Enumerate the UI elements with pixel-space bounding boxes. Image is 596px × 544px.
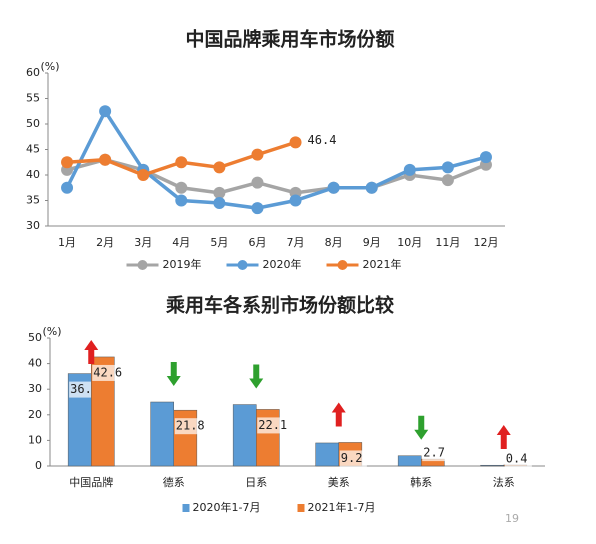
- bar: [150, 401, 174, 467]
- y-tick-label: 10: [28, 433, 42, 446]
- y-tick-label: 0: [35, 459, 42, 472]
- label-bg: [174, 418, 202, 435]
- point: [175, 181, 188, 194]
- bar: [480, 464, 504, 467]
- legend-swatch: [137, 260, 148, 270]
- data-label: 9.2: [341, 451, 363, 465]
- x-tick-label: 日系: [245, 476, 267, 489]
- point: [175, 156, 188, 169]
- trend-arrow: [496, 424, 511, 449]
- point: [137, 169, 150, 181]
- trend-arrow: [84, 340, 99, 364]
- x-tick-label: 韩系: [410, 475, 432, 489]
- x-tick-label: 4月: [172, 236, 190, 249]
- chart-title: 乘用车各系别市场份额比较: [165, 294, 394, 317]
- x-tick-label: 2月: [96, 236, 114, 249]
- legend-swatch: [237, 260, 248, 270]
- label-bg: [92, 364, 120, 381]
- y-tick-label: 20: [28, 408, 42, 421]
- y-tick-label: 40: [26, 168, 40, 181]
- bar: [91, 356, 115, 467]
- point: [251, 148, 264, 161]
- y-tick-label: 50: [28, 331, 42, 344]
- data-label: 21.8: [176, 419, 205, 433]
- point: [327, 181, 340, 194]
- point: [61, 156, 74, 169]
- chart-title: 中国品牌乘用车市场份额: [185, 28, 394, 51]
- label-bg: [504, 450, 532, 467]
- point: [251, 176, 264, 189]
- y-unit: (%): [42, 325, 61, 338]
- point: [213, 161, 226, 174]
- x-tick-label: 美系: [328, 476, 350, 489]
- legend-label: 2021年1-7月: [308, 500, 376, 514]
- x-tick-label: 5月: [210, 236, 228, 249]
- label-bg: [422, 445, 450, 462]
- bar: [232, 404, 257, 467]
- point: [403, 163, 416, 176]
- data-label: 2.7: [423, 446, 445, 460]
- point: [289, 136, 302, 149]
- y-tick-label: 40: [28, 357, 42, 370]
- y-tick-label: 60: [26, 66, 40, 79]
- legend-label: 2021年: [363, 257, 402, 271]
- point: [61, 181, 74, 194]
- page-number: 19: [505, 512, 519, 525]
- trend-arrow: [331, 402, 346, 427]
- y-tick-label: 35: [26, 194, 40, 207]
- point: [441, 161, 454, 174]
- data-label: 22.1: [258, 418, 287, 432]
- data-label: 46.4: [308, 133, 337, 147]
- trend-arrow: [249, 364, 264, 389]
- x-tick-label: 3月: [134, 236, 152, 249]
- legend-label: 2020年1-7月: [193, 500, 261, 514]
- trend-arrow: [166, 362, 181, 386]
- x-tick-label: 9月: [363, 236, 381, 249]
- data-label: 0.4: [506, 451, 528, 465]
- label-bg: [339, 450, 367, 467]
- point: [213, 197, 226, 210]
- x-tick-label: 7月: [287, 236, 305, 249]
- x-tick-label: 12月: [473, 236, 498, 249]
- x-tick-label: 10月: [397, 236, 422, 249]
- label-bg: [257, 417, 285, 434]
- series-line: [66, 157, 487, 195]
- y-tick-label: 50: [26, 117, 40, 130]
- legend-label: 2020年: [263, 257, 302, 271]
- y-tick-label: 45: [26, 143, 40, 156]
- point: [175, 194, 188, 207]
- point: [365, 181, 378, 194]
- point: [441, 174, 454, 187]
- point: [99, 105, 112, 118]
- point: [99, 153, 112, 166]
- y-tick-label: 55: [26, 92, 40, 105]
- point: [289, 194, 302, 207]
- point: [251, 202, 264, 215]
- x-tick-label: 6月: [248, 236, 266, 249]
- y-tick-label: 30: [26, 219, 40, 232]
- x-tick-label: 德系: [163, 475, 185, 489]
- point: [479, 151, 492, 164]
- x-tick-label: 法系: [493, 475, 515, 489]
- legend-swatch: [182, 504, 190, 512]
- point: [213, 186, 226, 199]
- x-tick-label: 8月: [325, 236, 343, 249]
- x-tick-label: 11月: [435, 236, 460, 249]
- bar: [397, 455, 422, 467]
- legend-swatch: [337, 260, 348, 270]
- y-tick-label: 30: [28, 382, 42, 395]
- trend-arrow: [414, 415, 429, 440]
- y-unit: (%): [40, 60, 59, 73]
- label-bg: [69, 381, 97, 398]
- bar: [315, 442, 339, 467]
- legend-label: 2019年: [163, 257, 202, 271]
- x-tick-label: 1月: [58, 236, 76, 249]
- data-label: 42.6: [93, 365, 122, 379]
- series-line: [65, 107, 487, 210]
- x-tick-label: 中国品牌: [69, 475, 113, 489]
- legend-swatch: [297, 504, 305, 512]
